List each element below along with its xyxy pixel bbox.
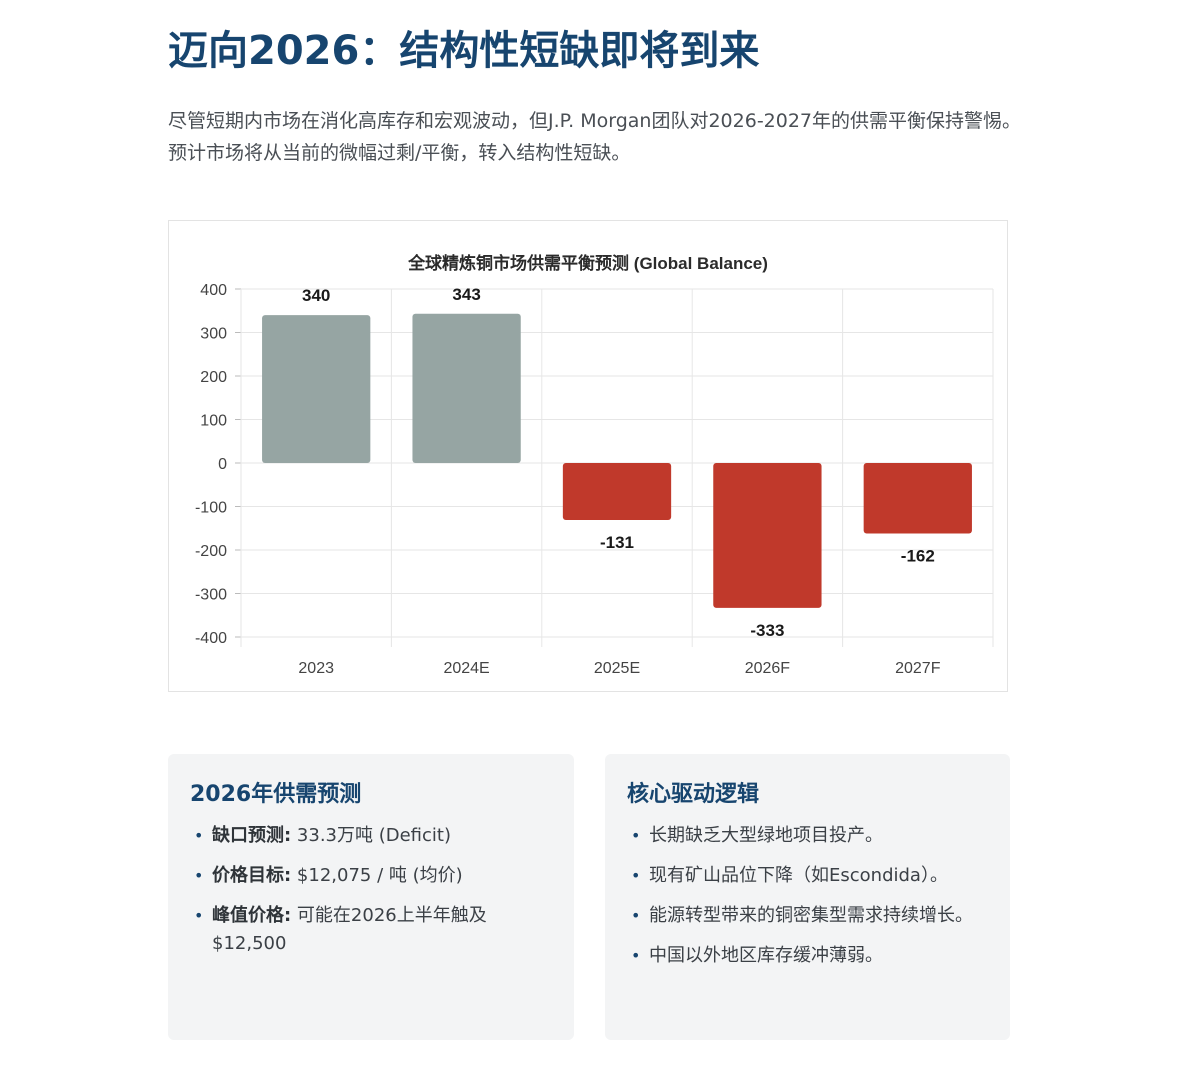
x-tick-label: 2026F: [745, 660, 791, 677]
bullet-dot: •: [631, 866, 641, 885]
bar-2027F: [863, 463, 972, 534]
bullet-dot: •: [194, 826, 204, 845]
bar-2026F: [713, 463, 822, 608]
data-label: 343: [452, 285, 480, 304]
data-label: -162: [901, 546, 935, 565]
x-tick-label: 2027F: [895, 660, 941, 677]
item-text: 能源转型带来的铜密集型需求持续增长。: [649, 905, 973, 926]
list-item: • 现有矿山品位下降（如Escondida）。: [627, 862, 988, 890]
chart-bars: [262, 313, 972, 608]
y-tick-label: 200: [200, 369, 227, 386]
item-text: 中国以外地区库存缓冲薄弱。: [649, 945, 883, 966]
balance-chart: 全球精炼铜市场供需平衡预测 (Global Balance) 400 300 200…: [195, 253, 994, 677]
x-tick-label: 2024E: [443, 660, 489, 677]
bullet-dot: •: [631, 946, 641, 965]
y-axis-ticks: 400 300 200 100 0 -100 -200 -300 -400: [195, 282, 227, 647]
forecast-list: • 缺口预测: 33.3万吨 (Deficit) • 价格目标: $12,075…: [190, 822, 552, 958]
item-text: 33.3万吨 (Deficit): [291, 825, 451, 846]
y-tick-label: -300: [195, 587, 227, 604]
intro-paragraph: 尽管短期内市场在消化高库存和宏观波动，但J.P. Morgan团队对2026-2…: [168, 110, 1022, 164]
item-label: 峰值价格:: [212, 905, 292, 926]
data-labels: 340 343 -131 -333 -162: [302, 285, 935, 640]
list-item: • 长期缺乏大型绿地项目投产。: [627, 822, 988, 850]
card-title-drivers: 核心驱动逻辑: [627, 782, 760, 807]
item-label: 缺口预测:: [212, 825, 292, 846]
bar-2025E: [562, 463, 672, 520]
x-tick-label: 2023: [298, 660, 334, 677]
list-item: • 中国以外地区库存缓冲薄弱。: [627, 942, 988, 970]
supply-demand-forecast-card: 2026年供需预测 • 缺口预测: 33.3万吨 (Deficit) • 价格目…: [168, 754, 574, 1040]
bullet-dot: •: [194, 866, 204, 885]
bullet-dot: •: [194, 906, 204, 925]
list-item: • 能源转型带来的铜密集型需求持续增长。: [627, 902, 988, 930]
item-text: 长期缺乏大型绿地项目投产。: [649, 825, 883, 846]
list-item: • 峰值价格: 可能在2026上半年触及 $12,500: [190, 902, 552, 958]
data-label: 340: [302, 286, 330, 305]
bar-2023: [262, 315, 371, 463]
y-tick-label: -200: [195, 543, 227, 560]
item-label: 价格目标:: [212, 865, 292, 886]
x-tick-label: 2025E: [594, 660, 640, 677]
y-tick-label: 300: [200, 326, 227, 343]
x-axis-ticks: 2023 2024E 2025E 2026F 2027F: [298, 660, 940, 677]
item-text: 可能在2026上半年触及 $12,500: [212, 905, 487, 954]
card-title-forecast: 2026年供需预测: [190, 782, 362, 807]
y-tick-label: 100: [200, 413, 227, 430]
item-text: $12,075 / 吨 (均价): [291, 865, 463, 886]
bullet-dot: •: [631, 906, 641, 925]
core-drivers-card: 核心驱动逻辑 • 长期缺乏大型绿地项目投产。 • 现有矿山品位下降（如Escon…: [605, 754, 1010, 1040]
chart-card: 全球精炼铜市场供需平衡预测 (Global Balance) 400 300 200…: [168, 220, 1008, 692]
bar-2024E: [412, 313, 521, 463]
drivers-list: • 长期缺乏大型绿地项目投产。 • 现有矿山品位下降（如Escondida）。 …: [627, 822, 988, 970]
page-title: 迈向2026：结构性短缺即将到来: [168, 28, 760, 74]
y-tick-label: -100: [195, 500, 227, 517]
y-tick-label: -400: [195, 630, 227, 647]
data-label: -333: [750, 621, 784, 640]
y-tick-label: 0: [218, 456, 227, 473]
item-text: 现有矿山品位下降（如Escondida）。: [649, 865, 948, 886]
chart-title: 全球精炼铜市场供需平衡预测 (Global Balance): [407, 253, 768, 273]
bullet-dot: •: [631, 826, 641, 845]
list-item: • 缺口预测: 33.3万吨 (Deficit): [190, 822, 552, 850]
y-tick-label: 400: [200, 282, 227, 299]
list-item: • 价格目标: $12,075 / 吨 (均价): [190, 862, 552, 890]
data-label: -131: [600, 533, 634, 552]
